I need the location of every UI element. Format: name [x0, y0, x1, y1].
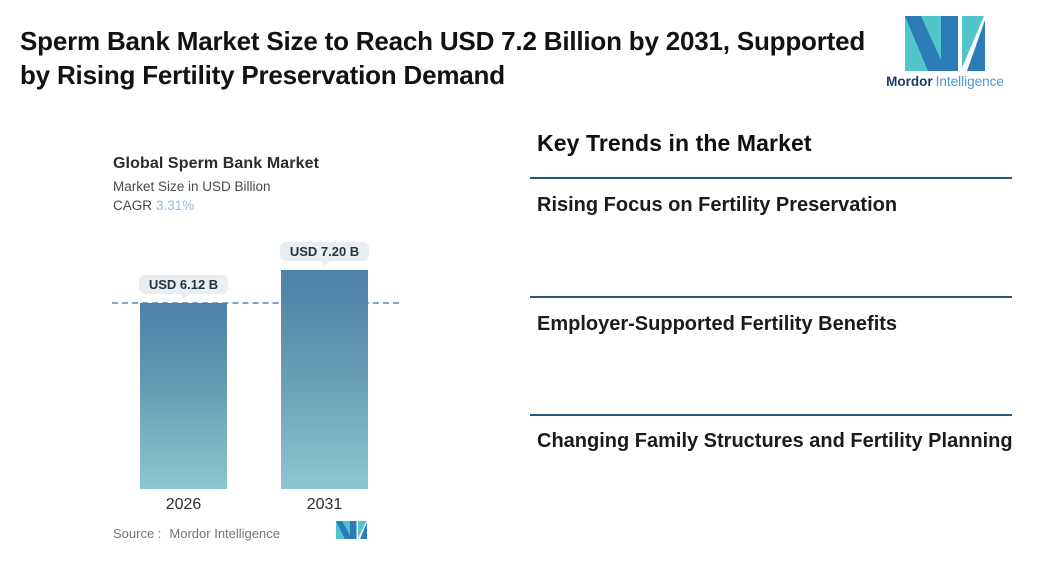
- trend-item-fertility-preservation: Rising Focus on Fertility Preservation: [537, 194, 898, 216]
- key-trends-heading: Key Trends in the Market: [537, 130, 812, 156]
- value-badge-2031: USD 7.20 B: [279, 242, 370, 261]
- source-attribution: Source : Mordor Intelligence: [113, 526, 280, 541]
- brand-name-secondary: Intelligence: [935, 74, 1004, 89]
- brand-logo: Mordor Intelligence: [880, 16, 1010, 89]
- trend-divider: [530, 296, 1012, 298]
- axis-label-2031: 2031: [306, 496, 343, 513]
- page-title-line1: Sperm Bank Market Size to Reach USD 7.2 …: [20, 26, 866, 56]
- trend-divider: [530, 414, 1012, 416]
- cagr-value: 3.31%: [156, 198, 195, 213]
- axis-label-2026: 2026: [165, 496, 202, 513]
- chart-cagr: CAGR 3.31%: [113, 198, 194, 213]
- page-title-line2: by Rising Fertility Preservation Demand: [20, 60, 505, 90]
- chart-subtitle: Market Size in USD Billion: [113, 179, 271, 194]
- source-value: Mordor Intelligence: [169, 526, 280, 541]
- brand-name-primary: Mordor: [886, 74, 933, 89]
- chart-title: Global Sperm Bank Market: [113, 155, 320, 172]
- bar-chart-plot: USD 6.12 B 2026 USD 7.20 B 2031: [0, 0, 520, 513]
- value-badge-2026: USD 6.12 B: [138, 275, 229, 294]
- cagr-label: CAGR: [113, 198, 153, 213]
- trend-item-family-structures: Changing Family Structures and Fertility…: [537, 430, 1013, 452]
- baseline-dashed-line: [112, 302, 399, 304]
- bar-group-2031: USD 7.20 B 2031: [279, 242, 370, 513]
- brand-wordmark: Mordor Intelligence: [880, 74, 1010, 89]
- bar-group-2026: USD 6.12 B 2026: [138, 275, 229, 513]
- page-title: Sperm Bank Market Size to Reach USD 7.2 …: [20, 24, 880, 92]
- mordor-intelligence-mini-logo-icon: [336, 521, 367, 539]
- source-label: Source :: [113, 526, 162, 541]
- trend-item-employer-benefits: Employer-Supported Fertility Benefits: [537, 313, 898, 335]
- mordor-intelligence-logo-icon: [905, 16, 985, 71]
- bar-2031: [281, 270, 368, 489]
- trend-divider: [530, 177, 1012, 179]
- bar-2026: [140, 303, 227, 489]
